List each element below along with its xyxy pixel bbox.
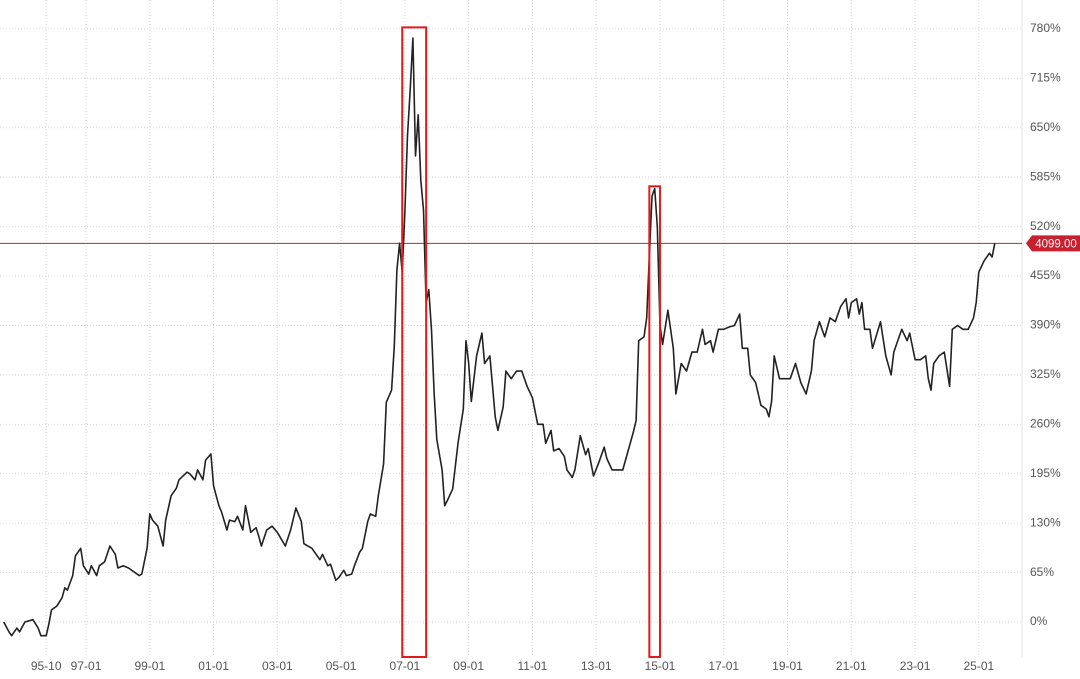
x-tick-label: 17-01 [708, 659, 739, 673]
price-line [2, 37, 996, 637]
x-tick-label: 13-01 [581, 659, 612, 673]
y-tick-label: 0% [1030, 614, 1048, 628]
y-tick-label: 780% [1030, 21, 1061, 35]
x-tick-label: 11-01 [518, 659, 548, 673]
y-tick-label: 455% [1030, 268, 1061, 282]
x-tick-label: 05-01 [326, 659, 357, 673]
x-tick-label: 23-01 [900, 659, 931, 673]
y-tick-label: 520% [1030, 219, 1061, 233]
y-tick-label: 715% [1030, 70, 1061, 84]
x-tick-label: 15-01 [645, 659, 676, 673]
price-label: 4099.00 [1035, 238, 1077, 250]
x-tick-label: 97-01 [71, 659, 102, 673]
y-tick-label: 390% [1030, 318, 1061, 332]
x-tick-label: 07-01 [390, 659, 421, 673]
y-tick-label: 130% [1030, 515, 1061, 529]
x-tick-label: 21-01 [836, 659, 867, 673]
x-tick-label: 95-10 [31, 659, 62, 673]
y-tick-label: 260% [1030, 416, 1061, 430]
y-tick-label: 195% [1030, 466, 1061, 480]
y-tick-label: 325% [1030, 367, 1061, 381]
price-tag [1026, 235, 1080, 252]
y-tick-label: 65% [1030, 565, 1054, 579]
x-tick-label: 03-01 [262, 659, 293, 673]
x-tick-label: 19-01 [772, 659, 803, 673]
x-tick-label: 01-01 [198, 659, 229, 673]
highlight-box [401, 26, 428, 658]
x-tick-label: 09-01 [453, 659, 484, 673]
highlight-box [648, 185, 661, 658]
x-tick-label: 99-01 [134, 659, 165, 673]
y-tick-label: 585% [1030, 169, 1061, 183]
y-tick-label: 650% [1030, 120, 1061, 134]
x-tick-label: 25-01 [963, 659, 994, 673]
